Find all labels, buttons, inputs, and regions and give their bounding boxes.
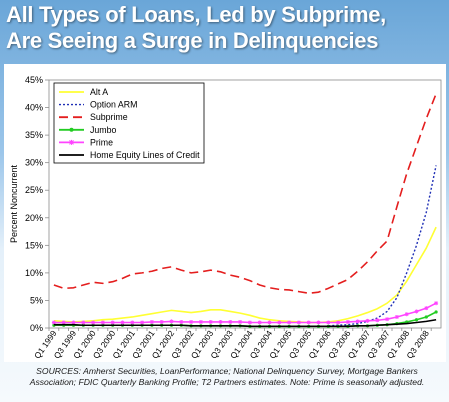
series-layer — [51, 93, 439, 328]
y-tick-label: 15% — [25, 240, 43, 250]
legend-box — [53, 82, 205, 164]
data-point-prime — [179, 319, 184, 324]
data-point-jumbo — [434, 310, 438, 314]
legend-label-prime: Prime — [90, 137, 113, 147]
data-point-jumbo — [414, 318, 419, 322]
y-tick-label: 0% — [30, 323, 43, 333]
series-line-prime — [53, 302, 437, 324]
data-point-prime — [296, 320, 301, 325]
data-point-prime — [306, 320, 311, 325]
data-point-prime — [169, 319, 174, 324]
data-point-prime — [385, 317, 390, 322]
data-point-prime — [51, 320, 56, 325]
data-point-prime — [375, 318, 380, 323]
source-note-line-2: Association; FDIC Quarterly Banking Prof… — [29, 377, 425, 387]
series-line-alt-a — [53, 226, 437, 324]
legend-label-option-arm: Option ARM — [90, 100, 137, 110]
data-point-prime — [120, 320, 125, 325]
headline-line-1: All Types of Loans, Led by Subprime, — [6, 2, 386, 27]
y-tick-label: 10% — [25, 268, 43, 278]
data-point-prime — [326, 320, 331, 325]
data-point-prime — [81, 320, 86, 325]
data-point-prime — [394, 314, 399, 319]
data-point-prime — [140, 320, 145, 325]
source-note: SOURCES: Amherst Securities, LoanPerform… — [12, 366, 442, 388]
legend-label-alt-a: Alt A — [90, 87, 108, 97]
data-point-prime — [336, 320, 341, 325]
data-point-prime — [355, 319, 360, 324]
source-note-line-1: SOURCES: Amherst Securities, LoanPerform… — [36, 366, 418, 376]
data-point-prime — [61, 320, 66, 325]
legend-label-home-equity-lines-of-credit: Home Equity Lines of Credit — [90, 150, 200, 160]
legend-marker-prime — [69, 139, 74, 145]
chart-headline: All Types of Loans, Led by Subprime, Are… — [6, 2, 446, 54]
data-point-prime — [110, 320, 115, 325]
data-point-prime — [159, 319, 164, 324]
y-axis-title: Percent Noncurrent — [9, 164, 19, 243]
data-point-prime — [414, 309, 419, 314]
headline-line-2: Are Seeing a Surge in Delinquencies — [6, 28, 379, 53]
data-point-prime — [238, 319, 243, 324]
data-point-prime — [71, 320, 76, 325]
legend-marker-jumbo — [69, 127, 74, 132]
legend-label-jumbo: Jumbo — [90, 125, 117, 135]
y-tick-label: 40% — [25, 103, 43, 113]
data-point-prime — [100, 320, 105, 325]
data-point-prime — [218, 319, 223, 324]
data-point-prime — [316, 320, 321, 325]
series-line-subprime — [53, 93, 437, 295]
data-point-prime — [149, 319, 154, 324]
y-tick-label: 35% — [25, 130, 43, 140]
y-tick-label: 30% — [25, 158, 43, 168]
legend-label-subprime: Subprime — [90, 112, 128, 122]
data-point-prime — [345, 319, 350, 324]
data-point-prime — [277, 320, 282, 325]
series-line-option-arm — [328, 165, 437, 327]
data-point-jumbo — [424, 315, 428, 319]
legend: Alt A Option ARM Subprime Jumbo Prime Home Eq… — [53, 82, 205, 164]
y-tick-label: 25% — [25, 185, 43, 195]
data-point-prime — [434, 301, 439, 306]
data-point-prime — [198, 319, 203, 324]
data-point-prime — [424, 306, 429, 311]
data-point-prime — [365, 318, 370, 323]
data-point-prime — [267, 320, 272, 325]
series-line-home-equity-lines-of-credit — [53, 318, 437, 328]
data-point-prime — [287, 320, 292, 325]
data-point-prime — [247, 320, 252, 325]
y-tick-label: 45% — [25, 75, 43, 85]
data-point-prime — [404, 312, 409, 317]
y-tick-label: 20% — [25, 213, 43, 223]
data-point-prime — [130, 320, 135, 325]
data-point-prime — [228, 319, 233, 324]
data-point-prime — [208, 319, 213, 324]
data-point-prime — [257, 320, 262, 325]
data-point-prime — [189, 319, 194, 324]
y-tick-label: 5% — [30, 295, 43, 305]
y-axis: 0% 5% 10% 15% 20% 25% 30% 35% 40% 45% — [25, 75, 49, 333]
data-point-prime — [91, 320, 96, 325]
